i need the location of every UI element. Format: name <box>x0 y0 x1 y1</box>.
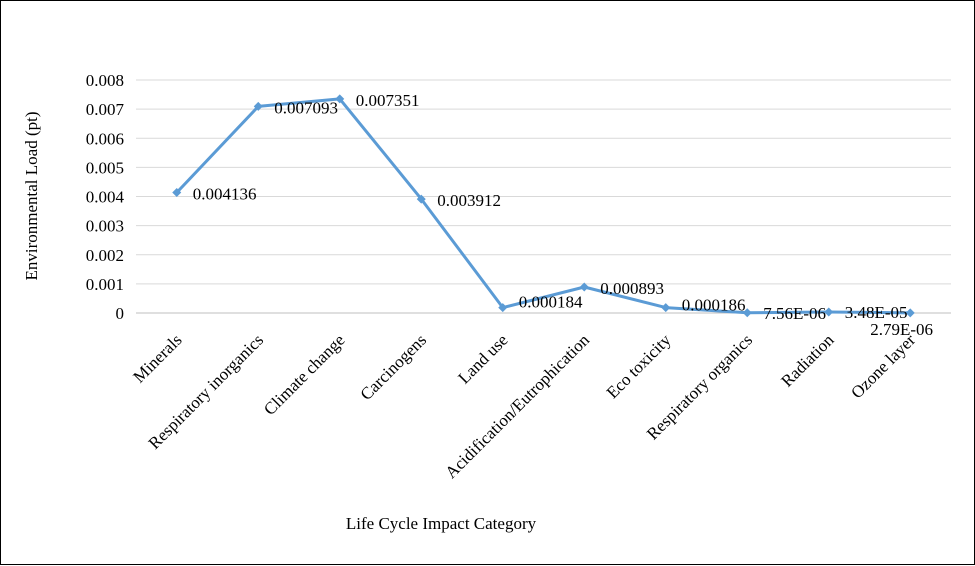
data-label: 0.007351 <box>356 91 420 110</box>
data-label: 3.48E-05 <box>845 303 908 322</box>
data-point <box>172 188 182 198</box>
data-label: 7.56E-06 <box>763 304 826 323</box>
y-tick-label: 0.008 <box>86 71 124 90</box>
data-label: 0.004136 <box>193 185 257 204</box>
y-tick-label: 0.005 <box>86 158 124 177</box>
x-category-label: Land use <box>454 330 511 387</box>
data-point <box>416 194 426 204</box>
data-points <box>172 94 915 318</box>
gridlines <box>136 79 951 314</box>
data-point <box>824 307 834 317</box>
y-tick-label: 0 <box>116 304 125 323</box>
y-tick-labels: 0 0.001 0.002 0.003 0.004 0.005 0.006 0.007 0.00… <box>86 71 125 323</box>
x-category-label: Acidification/Eutrophication <box>441 330 593 482</box>
data-label: 0.000893 <box>600 279 664 298</box>
y-tick-label: 0.004 <box>86 188 125 207</box>
x-category-label: Radiation <box>777 330 838 391</box>
x-axis-title: Life Cycle Impact Category <box>346 514 537 533</box>
y-tick-label: 0.007 <box>86 100 125 119</box>
data-point <box>661 303 671 313</box>
y-tick-label: 0.002 <box>86 246 124 265</box>
y-tick-label: 0.006 <box>86 129 124 148</box>
x-category-label: Ozone layer <box>847 330 919 402</box>
data-point <box>905 308 915 318</box>
data-point <box>253 101 263 111</box>
data-label: 0.000186 <box>682 296 746 315</box>
y-tick-label: 0.003 <box>86 217 124 236</box>
y-axis-title: Environmental Load (pt) <box>22 111 41 280</box>
data-label: 2.79E-06 <box>870 320 933 339</box>
x-category-label: Minerals <box>129 330 185 386</box>
data-point <box>498 303 508 313</box>
x-category-label: Climate change <box>260 330 349 419</box>
data-point <box>579 282 589 292</box>
data-label: 0.003912 <box>437 191 501 210</box>
data-point <box>742 308 752 318</box>
data-point <box>335 94 345 104</box>
y-tick-label: 0.001 <box>86 275 124 294</box>
x-category-label: Carcinogens <box>357 330 431 404</box>
data-label: 0.000184 <box>519 293 583 312</box>
series-line <box>175 97 911 315</box>
x-category-label: Eco toxicity <box>603 330 675 402</box>
data-labels: 0.004136 0.007093 0.007351 0.003912 0.000184… <box>193 91 933 339</box>
data-label: 0.007093 <box>274 98 338 117</box>
